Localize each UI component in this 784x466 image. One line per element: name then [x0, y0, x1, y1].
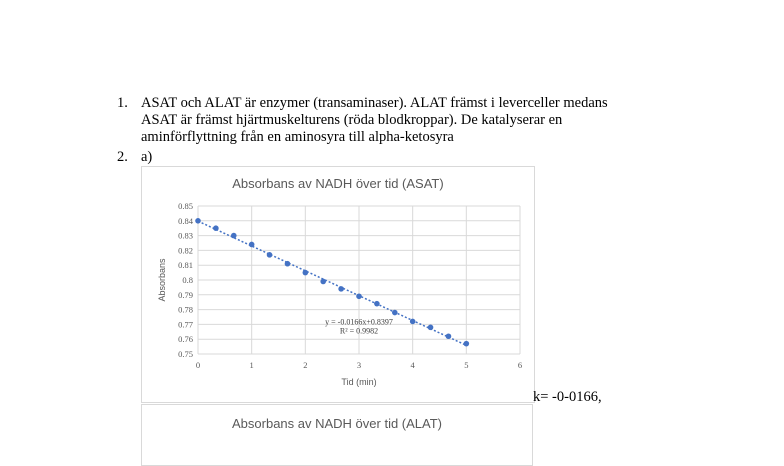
chart-title: Absorbans av NADH över tid (ASAT)	[232, 176, 444, 191]
data-point	[374, 300, 380, 307]
y-tick-label: 0.8	[182, 275, 193, 285]
data-point	[213, 225, 219, 231]
x-axis-label: Tid (min)	[341, 377, 376, 387]
y-tick-label: 0.78	[178, 305, 193, 315]
text-line: aminförflyttning från en aminosyra till …	[141, 129, 454, 145]
trendline	[197, 220, 467, 347]
x-tick-label: 5	[464, 360, 468, 370]
data-point	[427, 324, 434, 331]
trendline-r2: R² = 0.9982	[340, 327, 378, 336]
list-item-1-text: ASAT och ALAT är enzymer (transaminaser)…	[141, 95, 608, 146]
data-point	[356, 293, 362, 300]
trendline-equation: y = -0.0166x+0.8397	[325, 318, 393, 327]
chart-asat[interactable]: Absorbans av NADH över tid (ASAT) 0.85 0.…	[141, 166, 535, 403]
data-point	[302, 269, 309, 276]
data-point	[320, 278, 327, 285]
x-tick-label: 6	[518, 360, 522, 370]
x-tick-label: 3	[357, 360, 361, 370]
data-point	[409, 318, 416, 325]
list-item-2-text: a)	[141, 149, 153, 165]
x-tick-label: 0	[196, 360, 200, 370]
y-tick-label: 0.77	[178, 319, 193, 329]
y-tick-label: 0.75	[178, 349, 193, 359]
x-tick-label: 2	[303, 360, 307, 370]
y-tick-label: 0.83	[178, 231, 193, 241]
x-tick-label: 1	[250, 360, 254, 370]
text-line: ASAT är främst hjärtmuskelturens (röda b…	[141, 112, 563, 128]
y-tick-label: 0.84	[178, 216, 194, 226]
y-tick-label: 0.79	[178, 290, 193, 300]
data-point	[338, 286, 344, 292]
text-line: ASAT och ALAT är enzymer (transaminaser)…	[141, 95, 608, 111]
list-number-1: 1.	[117, 95, 128, 111]
data-point	[284, 260, 291, 267]
y-tick-label: 0.76	[178, 334, 193, 344]
data-point	[195, 218, 201, 224]
x-tick-label: 4	[411, 360, 416, 370]
data-point	[230, 232, 237, 239]
data-point	[391, 309, 398, 316]
data-point	[248, 241, 255, 248]
chart-alat[interactable]: Absorbans av NADH över tid (ALAT)	[141, 404, 533, 466]
k-note: k= -0-0166,	[533, 389, 602, 405]
chart-plot: 0.85 0.84 0.83 0.82 0.81 0.8 0.79 0.78 0.77 0.76 0…	[157, 201, 522, 387]
data-point	[266, 252, 273, 258]
data-point	[463, 340, 470, 347]
y-tick-label: 0.85	[178, 201, 193, 211]
data-point	[445, 333, 452, 340]
y-tick-label: 0.82	[178, 245, 193, 255]
y-tick-label: 0.81	[178, 260, 193, 270]
y-axis-label: Absorbans	[157, 258, 167, 302]
list-number-2: 2.	[117, 149, 128, 165]
chart-title-alat: Absorbans av NADH över tid (ALAT)	[232, 416, 442, 431]
